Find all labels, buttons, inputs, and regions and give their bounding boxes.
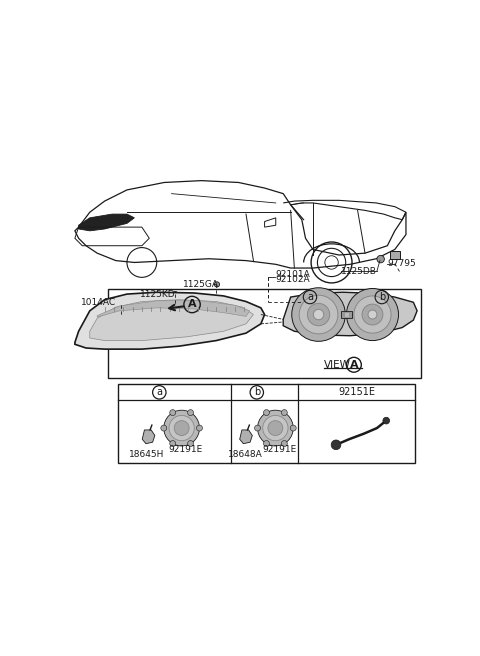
- Polygon shape: [90, 300, 253, 340]
- Circle shape: [254, 425, 261, 431]
- Circle shape: [292, 288, 345, 341]
- Circle shape: [362, 304, 383, 325]
- Text: 92101A: 92101A: [275, 270, 310, 279]
- Text: b: b: [253, 387, 260, 398]
- Circle shape: [164, 410, 200, 446]
- Polygon shape: [75, 292, 264, 349]
- Circle shape: [268, 420, 283, 436]
- Polygon shape: [97, 300, 250, 317]
- Circle shape: [383, 417, 390, 424]
- Text: 92191E: 92191E: [168, 445, 203, 454]
- Circle shape: [169, 415, 194, 441]
- Bar: [390, 251, 400, 258]
- Circle shape: [331, 440, 341, 449]
- Bar: [118, 384, 415, 463]
- Polygon shape: [344, 312, 349, 317]
- Polygon shape: [79, 214, 134, 231]
- Circle shape: [368, 310, 377, 319]
- Text: 18648A: 18648A: [228, 449, 262, 459]
- Circle shape: [313, 310, 324, 319]
- Circle shape: [264, 441, 269, 447]
- Circle shape: [264, 409, 269, 416]
- Text: a: a: [307, 292, 313, 302]
- Circle shape: [161, 425, 167, 431]
- Polygon shape: [283, 292, 417, 336]
- Circle shape: [281, 409, 288, 416]
- Bar: [108, 289, 421, 378]
- Circle shape: [196, 425, 203, 431]
- Polygon shape: [341, 311, 352, 318]
- Circle shape: [174, 420, 189, 436]
- Text: 92102A: 92102A: [275, 276, 310, 285]
- Text: 1125KD: 1125KD: [140, 289, 176, 298]
- Circle shape: [354, 296, 391, 333]
- Text: 1125GA: 1125GA: [183, 280, 219, 289]
- Circle shape: [347, 289, 398, 340]
- Circle shape: [290, 425, 296, 431]
- Circle shape: [215, 282, 219, 287]
- Circle shape: [299, 295, 338, 334]
- Text: 1014AC: 1014AC: [81, 298, 116, 307]
- Circle shape: [188, 441, 193, 447]
- Text: VIEW: VIEW: [324, 359, 351, 370]
- Text: a: a: [156, 387, 162, 398]
- Circle shape: [281, 441, 288, 447]
- Text: 92151E: 92151E: [338, 387, 375, 398]
- Polygon shape: [240, 430, 252, 443]
- Circle shape: [119, 302, 124, 308]
- Circle shape: [377, 255, 384, 263]
- Polygon shape: [142, 430, 155, 443]
- Circle shape: [170, 441, 176, 447]
- Text: 97795: 97795: [387, 259, 416, 268]
- Text: A: A: [349, 359, 358, 370]
- Circle shape: [258, 410, 293, 446]
- Circle shape: [188, 409, 193, 416]
- Circle shape: [173, 291, 178, 297]
- Text: 18645H: 18645H: [129, 449, 164, 459]
- Text: 1125DB: 1125DB: [341, 266, 377, 276]
- Text: b: b: [379, 292, 385, 302]
- Text: A: A: [188, 300, 196, 310]
- Circle shape: [263, 415, 288, 441]
- Text: 92191E: 92191E: [263, 445, 297, 454]
- Circle shape: [307, 303, 330, 325]
- Circle shape: [170, 409, 176, 416]
